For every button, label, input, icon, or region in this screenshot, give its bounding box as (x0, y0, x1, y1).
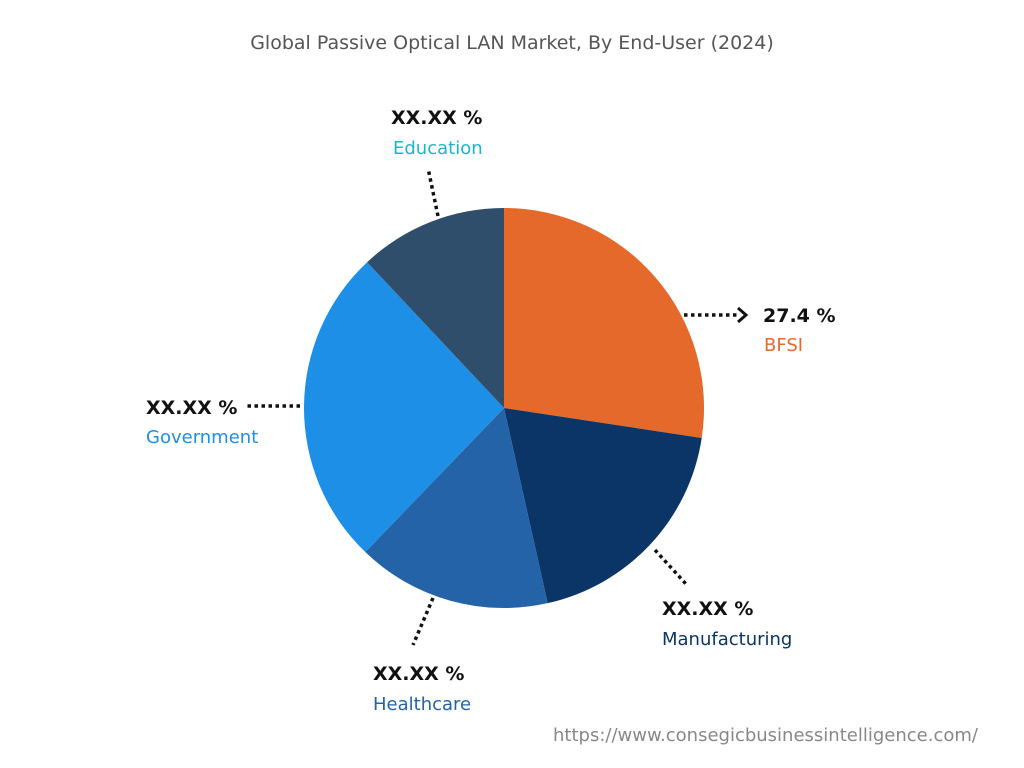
value-label-education: XX.XX % (391, 107, 483, 129)
category-label-bfsi: BFSI (764, 335, 804, 356)
value-label-healthcare: XX.XX % (373, 663, 465, 685)
leader-line-manufacturing (653, 548, 688, 586)
value-label-bfsi: 27.4 % (763, 305, 836, 327)
pie-slice-government (304, 262, 504, 553)
value-label-government: XX.XX % (146, 397, 238, 419)
value-label-manufacturing: XX.XX % (662, 598, 754, 620)
pie-slice-bfsi (504, 208, 704, 439)
leader-line-education (426, 167, 440, 217)
pie-slice-healthcare (365, 408, 548, 608)
category-label-manufacturing: Manufacturing (662, 629, 793, 650)
pie-slice-education (367, 208, 504, 408)
pie-slice-manufacturing (504, 408, 702, 604)
category-label-healthcare: Healthcare (373, 694, 472, 715)
leader-line-healthcare (411, 597, 435, 646)
arrowhead-icon (737, 306, 749, 324)
chart-title: Global Passive Optical LAN Market, By En… (250, 32, 774, 54)
category-label-education: Education (393, 138, 483, 159)
category-label-government: Government (146, 427, 259, 448)
source-url: https://www.consegicbusinessintelligence… (553, 725, 978, 746)
